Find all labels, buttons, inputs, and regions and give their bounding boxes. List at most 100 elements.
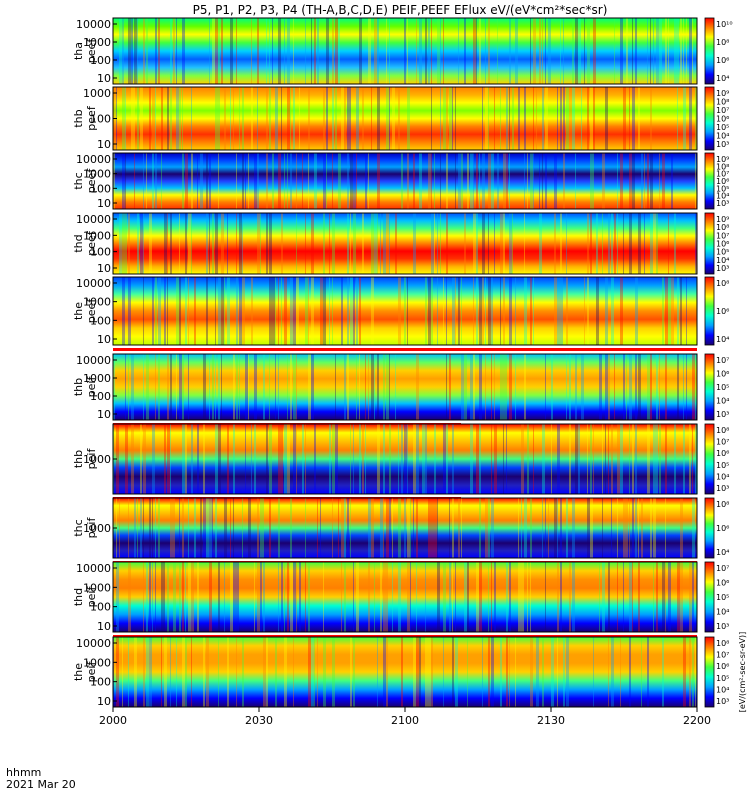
spectrogram xyxy=(113,498,697,558)
colorbar xyxy=(704,561,715,633)
spectrogram xyxy=(113,562,697,632)
colorbar xyxy=(704,212,715,275)
panel-tha-peef: tha peef 10000 1000 100 10 10¹⁰ 10⁸ 10⁶ 10⁴ xyxy=(72,17,733,85)
panel-the-peif: the peif 10000 1000 100 10 10⁸ 10⁷ 10⁶ 10⁵ 10⁴ 10³ [… xyxy=(72,632,747,712)
spectrogram-texture xyxy=(113,637,696,707)
y-tick-label: 100 xyxy=(90,601,111,614)
colorbar-tick-label: 10⁹ xyxy=(716,155,729,164)
y-tick-label: 1000 xyxy=(83,656,111,669)
colorbar-tick-label: 10⁵ xyxy=(716,184,729,193)
colorbar-tick-label: 10⁷ xyxy=(716,564,729,573)
panel-thd-peef: thd peef 10000 1000 100 10 10⁹10⁸10⁷10⁶10⁵10⁴1… xyxy=(72,212,729,275)
colorbar xyxy=(704,423,715,495)
colorbar-tick-label: 10⁸ xyxy=(716,162,729,171)
y-tick-label: 10000 xyxy=(76,153,111,166)
x-tick-label: 2130 xyxy=(537,714,565,727)
colorbar-tick-label: 10⁸ xyxy=(716,279,729,288)
y-tick-label: 100 xyxy=(90,113,111,126)
panel-probe-label: thc xyxy=(72,519,85,536)
y-tick-label: 10 xyxy=(97,620,111,633)
colorbar-tick-label: 10⁵ xyxy=(716,674,729,683)
colorbar-tick-label: 10⁸ xyxy=(716,426,729,435)
panel-frame xyxy=(112,353,698,421)
panel-thb-peif: thb peif 10000 1000 100 10 10⁷ 10⁶ 10⁵ 10⁴ 10³ xyxy=(72,353,729,426)
y-tick-label: 10000 xyxy=(76,213,111,226)
colorbar-tick-label: 10⁷ xyxy=(716,438,729,447)
colorbar-tick-label: 10³ xyxy=(716,622,729,631)
y-tick-label: 1000 xyxy=(83,453,111,466)
panel-frame xyxy=(112,17,698,85)
colorbar-tick-label: 10⁴ xyxy=(716,472,729,481)
colorbar-tick-label: 10⁷ xyxy=(716,356,729,365)
panel-product-label: peif xyxy=(85,448,98,470)
figure-title: P5, P1, P2, P3, P4 (TH-A,B,C,D,E) PEIF,P… xyxy=(193,3,608,17)
y-tick-label: 1000 xyxy=(83,168,111,181)
x-axis: 2000 2030 2100 2130 2200 xyxy=(99,707,711,727)
colorbar xyxy=(704,636,715,708)
panel-probe-label: the xyxy=(72,302,85,320)
colorbar-tick-label: 10⁶ xyxy=(716,177,729,186)
colorbar-tick-label: 10³ xyxy=(716,484,729,493)
spectrogram xyxy=(113,153,697,209)
spectrogram-texture xyxy=(119,18,693,84)
panel-product-label: peif xyxy=(85,586,98,608)
x-tick-label: 2100 xyxy=(391,714,419,727)
date-label: 2021 Mar 20 xyxy=(6,778,76,791)
colorbar xyxy=(704,497,715,559)
colorbar-tick-label: 10⁹ xyxy=(716,89,729,98)
colorbar-tick-label: 10⁴ xyxy=(716,335,729,344)
colorbar xyxy=(704,353,715,421)
colorbar-tick-label: 10³ xyxy=(716,410,729,419)
colorbar-tick-label: 10⁶ xyxy=(716,56,729,65)
spectrogram xyxy=(113,213,697,274)
colorbar-tick-label: 10⁴ xyxy=(716,548,729,557)
y-tick-label: 100 xyxy=(90,182,111,195)
y-tick-label: 100 xyxy=(90,676,111,689)
colorbar-tick-label: 10⁵ xyxy=(716,248,729,257)
y-tick-label: 10000 xyxy=(76,637,111,650)
y-tick-label: 100 xyxy=(90,54,111,67)
x-tick-label: 2000 xyxy=(99,714,127,727)
colorbar-tick-label: 10⁴ xyxy=(716,685,729,694)
colorbar xyxy=(704,152,715,210)
colorbar-tick-label: 10⁷ xyxy=(716,170,729,179)
colorbar-tick-label: 10⁸ xyxy=(716,38,729,47)
colorbar-unit-label: [eV/(cm²-sec-sr-eV)] xyxy=(738,632,747,712)
colorbar-tick-label: 10⁶ xyxy=(716,115,729,124)
y-tick-label: 1000 xyxy=(83,36,111,49)
colorbar-tick-label: 10³ xyxy=(716,199,729,208)
colorbar xyxy=(704,17,715,85)
spectrogram-texture xyxy=(113,354,696,420)
panel-frame xyxy=(112,212,698,275)
y-tick-label: 10 xyxy=(97,138,111,151)
panel-probe-label: thd xyxy=(72,588,85,606)
colorbar-tick-label: 10¹⁰ xyxy=(716,20,733,29)
spectrogram-texture xyxy=(113,153,696,209)
y-tick-label: 10000 xyxy=(76,277,111,290)
colorbar-tick-label: 10⁴ xyxy=(716,192,729,201)
colorbar-tick-label: 10⁶ xyxy=(716,662,729,671)
panel-product-label: peef xyxy=(85,298,98,324)
colorbar-tick-label: 10⁷ xyxy=(716,106,729,115)
y-tick-label: 1000 xyxy=(83,372,111,385)
y-tick-label: 1000 xyxy=(83,229,111,242)
x-tick-label: 2200 xyxy=(683,714,711,727)
colorbar-tick-label: 10⁴ xyxy=(716,256,729,265)
spectrogram-texture xyxy=(122,277,687,345)
panel-product-label: peif xyxy=(85,376,98,398)
panel-probe-label: tha xyxy=(72,42,85,60)
y-tick-label: 10 xyxy=(97,408,111,421)
spectrogram-texture xyxy=(113,87,697,150)
colorbar-tick-label: 10⁷ xyxy=(716,231,729,240)
panel-probe-label: thd xyxy=(72,234,85,252)
colorbar-tick-label: 10⁹ xyxy=(716,215,729,224)
panel-thd-peif: thd peif 10000 1000 100 10 10⁷ 10⁶ 10⁵ 10⁴ 10³ xyxy=(72,561,729,638)
colorbar-tick-label: 10⁸ xyxy=(716,639,729,648)
colorbar-tick-label: 10⁸ xyxy=(716,98,729,107)
colorbar xyxy=(704,276,715,346)
